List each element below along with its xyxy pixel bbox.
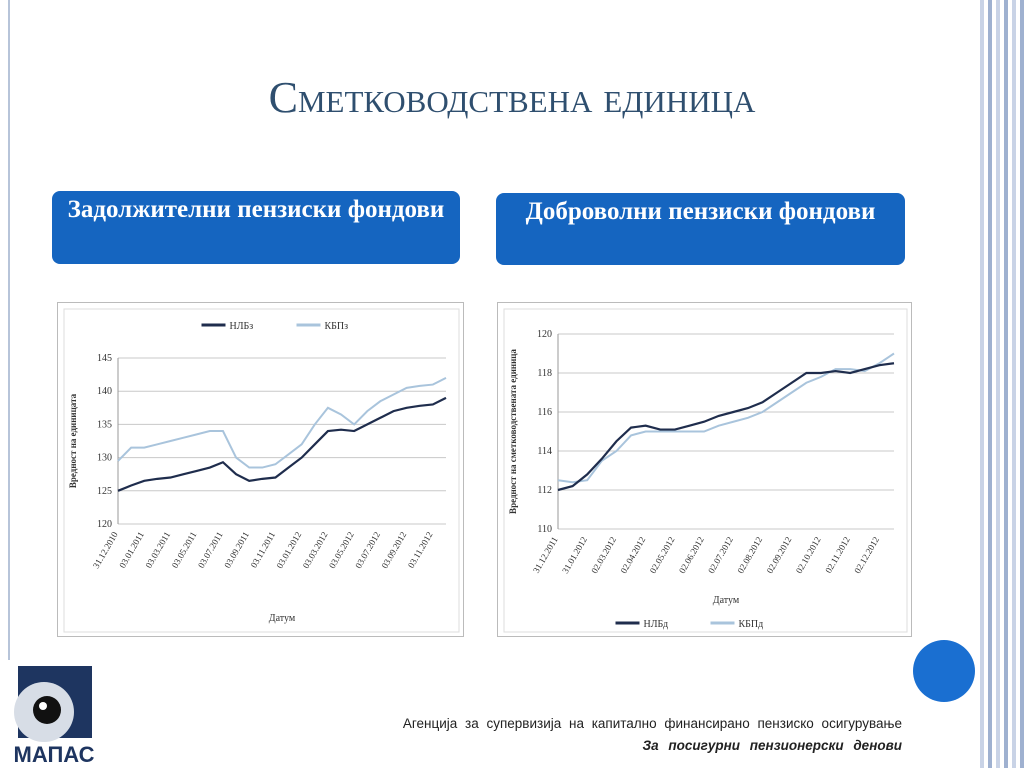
y-axis-label: Вредност на единицата [68, 393, 78, 488]
y-tick-label: 114 [537, 446, 552, 457]
logo-pupil [33, 696, 61, 724]
y-tick-label: 120 [97, 519, 112, 530]
slide-title: Сметководствена единица [268, 73, 756, 122]
y-tick-label: 110 [537, 524, 552, 535]
legend-label: КБПд [739, 619, 764, 630]
y-tick-label: 145 [97, 353, 112, 364]
footer-agency: Агенција за супервизија на капитално фин… [402, 716, 902, 731]
y-tick-label: 130 [97, 453, 112, 464]
y-tick-label: 120 [537, 329, 552, 340]
logo-glint [39, 702, 47, 710]
section-box: Доброволни пензиски фондови [496, 193, 905, 265]
legend-label: КБПз [325, 321, 349, 332]
left-rule [8, 0, 10, 660]
section-box: Задолжителни пензиски фондови [52, 191, 460, 264]
right-stripes [980, 0, 1024, 768]
series-line [557, 352, 895, 484]
logo-text: МАПАС [14, 742, 95, 767]
footer-motto: За посигурни пензионерски денови [642, 738, 903, 753]
series-line [117, 377, 447, 469]
chart: 12012513013514014531.12.201003.01.201103… [57, 302, 464, 637]
legend-label: НЛБз [230, 321, 254, 332]
series-line [557, 362, 895, 492]
y-axis-label: Вредност на сметководствената единица [508, 349, 518, 514]
y-tick-label: 125 [97, 486, 112, 497]
y-tick-label: 116 [537, 407, 552, 418]
y-tick-label: 140 [97, 386, 112, 397]
y-tick-label: 118 [537, 368, 552, 379]
plot-bg [63, 308, 460, 633]
series-line [117, 396, 447, 492]
x-axis-label: Датум [713, 595, 740, 606]
legend-label: НЛБд [644, 619, 669, 630]
y-tick-label: 135 [97, 419, 112, 430]
logo: МАПАС [14, 666, 95, 767]
plot-bg [503, 308, 908, 633]
y-tick-label: 112 [537, 485, 552, 496]
deco-circle [913, 640, 975, 702]
x-axis-label: Датум [269, 613, 296, 624]
